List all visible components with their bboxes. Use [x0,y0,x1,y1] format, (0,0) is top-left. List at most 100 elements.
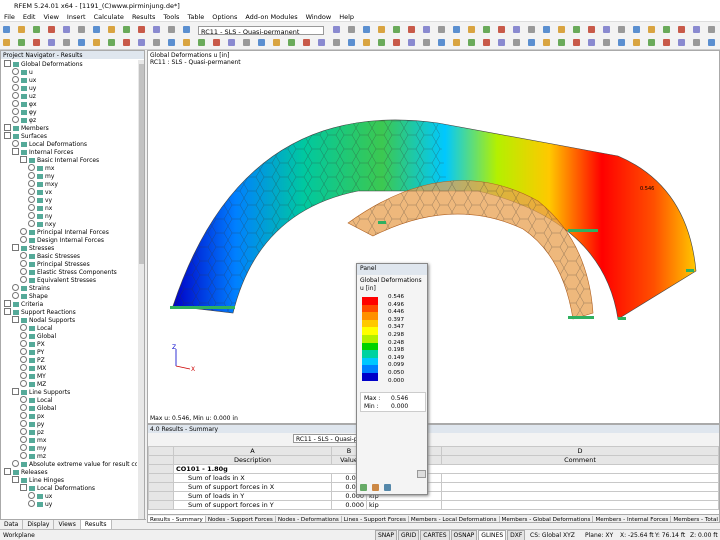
toolbar-button[interactable] [663,26,670,33]
toolbar-button[interactable] [483,39,490,46]
menu-item[interactable]: Results [131,13,156,21]
toolbar-button[interactable] [468,26,475,33]
toolbar-button[interactable] [273,39,280,46]
checkbox[interactable] [20,364,27,371]
checkbox[interactable] [12,460,19,467]
toolbar-button[interactable] [618,26,625,33]
toolbar-button[interactable] [558,26,565,33]
toolbar-button[interactable] [153,26,160,33]
toolbar-button[interactable] [348,39,355,46]
checkbox[interactable] [4,468,11,475]
results-tab[interactable]: Lines - Support Forces [342,516,409,522]
tree-item[interactable]: Criteria [4,300,43,308]
toolbar-button[interactable] [183,26,190,33]
checkbox[interactable] [20,444,27,451]
checkbox[interactable] [12,76,19,83]
toolbar-button[interactable] [258,39,265,46]
toolbar-button[interactable] [333,26,340,33]
tree-item[interactable]: Global [20,332,56,340]
checkbox[interactable] [4,300,11,307]
tree-item[interactable]: PZ [20,356,45,364]
status-toggle[interactable]: OSNAP [450,530,478,540]
tree-item[interactable]: Support Reactions [4,308,76,316]
toolbar-button[interactable] [63,26,70,33]
toolbar-button[interactable] [333,39,340,46]
tree-item[interactable]: ux [28,492,52,500]
checkbox[interactable] [12,84,19,91]
toolbar-button[interactable] [93,39,100,46]
toolbar-button[interactable] [78,39,85,46]
load-case-combo[interactable]: RC11 - SLS - Quasi-permanent [198,26,324,35]
checkbox[interactable] [20,340,27,347]
toolbar-button[interactable] [678,39,685,46]
tree-item[interactable]: Elastic Stress Components [20,268,117,276]
toolbar-button[interactable] [663,39,670,46]
tree-item[interactable]: Local [20,324,53,332]
checkbox[interactable] [20,396,27,403]
tree-item[interactable]: Global Deformations [4,60,83,68]
tree-item[interactable]: Strains [12,284,50,292]
checkbox[interactable] [20,348,27,355]
toolbar-button[interactable] [438,39,445,46]
result-row[interactable]: Sum of loads in X 0.000 [148,473,719,483]
toolbar-button[interactable] [288,39,295,46]
checkbox[interactable] [28,196,35,203]
toolbar-button[interactable] [498,39,505,46]
toolbar-button[interactable] [378,26,385,33]
toolbar-button[interactable] [528,39,535,46]
toolbar-button[interactable] [183,39,190,46]
tree-item[interactable]: my [28,172,54,180]
toolbar-button[interactable] [708,26,715,33]
menu-item[interactable]: Tools [163,13,180,21]
scrollbar[interactable] [138,60,144,520]
tree-item[interactable]: φx [12,100,37,108]
toolbar-button[interactable] [423,39,430,46]
toolbar-button[interactable] [543,26,550,33]
checkbox[interactable] [12,292,19,299]
tree-item[interactable]: u [12,68,33,76]
checkbox[interactable] [4,308,11,315]
menu-item[interactable]: Add-on Modules [245,13,298,21]
toolbar-button[interactable] [603,39,610,46]
tree-item[interactable]: Equivalent Stresses [20,276,96,284]
status-toggle[interactable]: CARTES [420,530,450,540]
toolbar-button[interactable] [498,26,505,33]
checkbox[interactable] [4,60,11,67]
tree-item[interactable]: px [20,412,44,420]
tree-item[interactable]: Line Supports [12,388,70,396]
toolbar-button[interactable] [513,26,520,33]
checkbox[interactable] [20,484,27,491]
toolbar-button[interactable] [123,26,130,33]
checkbox[interactable] [20,276,27,283]
toolbar-button[interactable] [408,26,415,33]
tree-item[interactable]: py [20,420,44,428]
toolbar-button[interactable] [573,39,580,46]
tree-item[interactable]: MZ [20,380,46,388]
toolbar-button[interactable] [213,39,220,46]
menu-item[interactable]: Calculate [93,13,124,21]
checkbox[interactable] [20,324,27,331]
tree-item[interactable]: mz [20,452,46,460]
toolbar-button[interactable] [48,26,55,33]
toolbar-button[interactable] [33,39,40,46]
results-tab[interactable]: Results - Summary [148,516,206,522]
menu-item[interactable]: Options [212,13,238,21]
results-tab[interactable]: Members - Local Deformations [409,516,500,522]
toolbar-button[interactable] [138,26,145,33]
checkbox[interactable] [12,100,19,107]
navigator-tab[interactable]: Display [23,520,55,529]
toolbar-button[interactable] [588,26,595,33]
tree-item[interactable]: Line Hinges [12,476,64,484]
tree-item[interactable]: uz [12,92,36,100]
tree-item[interactable]: Local Deformations [12,140,87,148]
tree-item[interactable]: Principal Internal Forces [20,228,109,236]
tree-item[interactable]: Basic Stresses [20,252,80,260]
checkbox[interactable] [28,164,35,171]
tree-item[interactable]: PX [20,340,45,348]
toolbar-button[interactable] [378,39,385,46]
toolbar-button[interactable] [393,39,400,46]
toolbar-button[interactable] [708,39,715,46]
tree-item[interactable]: Internal Forces [12,148,73,156]
checkbox[interactable] [12,116,19,123]
